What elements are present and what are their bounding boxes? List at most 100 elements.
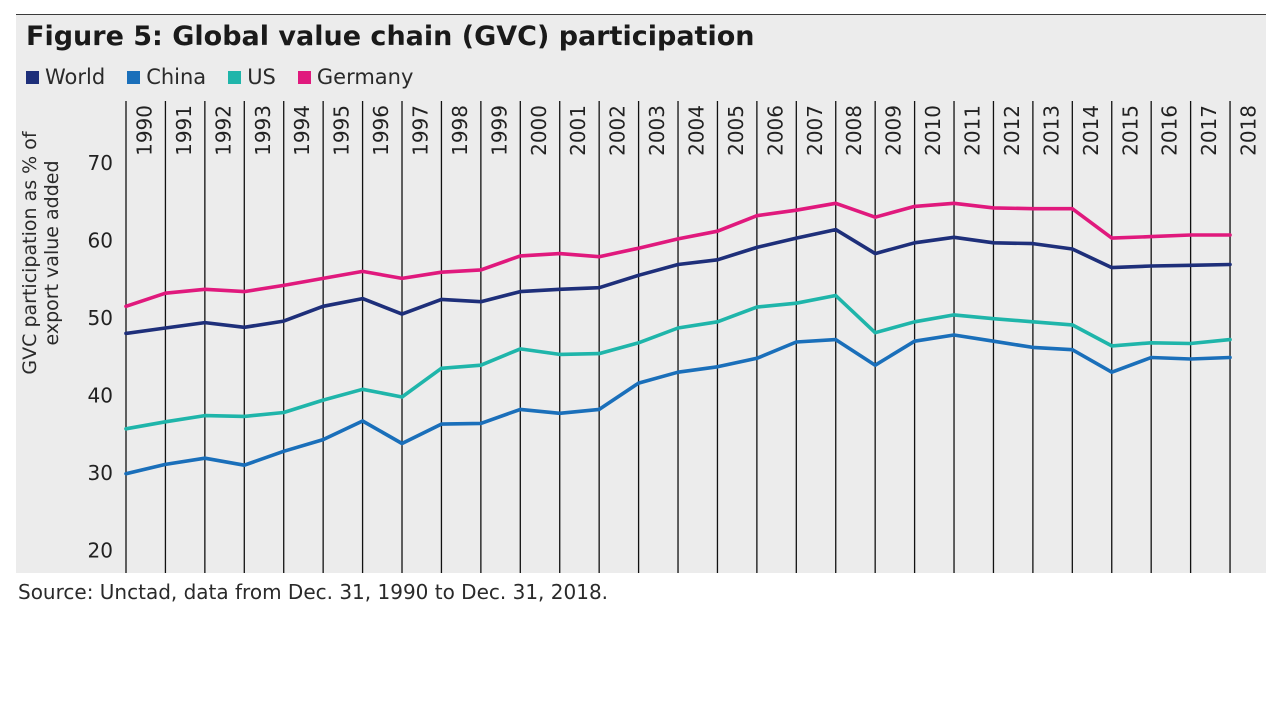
y-tick-label-70: 70	[88, 151, 113, 175]
data-point-world-1994	[282, 319, 286, 323]
legend-label-us: US	[247, 65, 276, 89]
data-point-germany-2000	[518, 254, 522, 258]
source-note: Source: Unctad, data from Dec. 31, 1990 …	[18, 580, 609, 604]
data-point-us-2006	[755, 305, 759, 309]
data-point-germany-2004	[676, 237, 680, 241]
data-point-world-2014	[1070, 247, 1074, 251]
x-tick-label-1996: 1996	[369, 105, 393, 156]
data-point-us-1991	[163, 420, 168, 424]
data-point-germany-2005	[715, 229, 720, 233]
data-point-us-1992	[203, 414, 207, 418]
data-point-us-1995	[321, 398, 325, 402]
data-point-germany-2014	[1070, 207, 1074, 211]
data-point-us-2018	[1228, 338, 1232, 342]
data-point-world-2007	[794, 236, 798, 240]
legend-swatch-us	[228, 70, 242, 84]
data-point-world-1992	[203, 321, 207, 325]
data-point-germany-2013	[1031, 207, 1035, 211]
x-tick-label-2002: 2002	[606, 105, 630, 156]
data-point-us-2015	[1110, 344, 1114, 348]
data-point-world-1993	[242, 325, 246, 329]
data-point-us-2003	[636, 341, 641, 345]
data-point-world-2017	[1189, 263, 1193, 267]
data-point-us-2005	[715, 320, 720, 324]
data-point-world-2011	[952, 235, 956, 239]
legend-swatch-germany	[297, 70, 311, 84]
x-tick-label-1993: 1993	[251, 105, 275, 156]
data-point-world-1991	[163, 326, 168, 330]
data-point-world-1998	[439, 297, 444, 301]
y-tick-label-60: 60	[88, 229, 113, 253]
x-tick-label-1995: 1995	[330, 105, 354, 156]
y-tick-label-50: 50	[88, 306, 113, 330]
y-tick-label-30: 30	[88, 461, 113, 485]
data-point-world-2008	[834, 228, 838, 232]
data-point-world-1996	[360, 296, 365, 301]
data-point-china-2012	[991, 339, 996, 343]
data-point-china-2003	[636, 381, 641, 385]
data-point-germany-2015	[1110, 236, 1114, 240]
data-point-germany-2002	[597, 255, 601, 259]
x-tick-label-1994: 1994	[290, 105, 314, 156]
data-point-us-2011	[952, 313, 956, 317]
data-point-us-2013	[1031, 320, 1035, 324]
x-tick-label-1992: 1992	[211, 105, 235, 156]
data-point-germany-1998	[439, 270, 444, 274]
x-tick-label-2016: 2016	[1158, 105, 1182, 156]
data-point-china-2014	[1070, 348, 1074, 352]
data-point-china-1998	[439, 422, 444, 426]
legend-swatch-world	[26, 70, 39, 84]
data-point-china-1999	[479, 421, 483, 425]
x-tick-label-2005: 2005	[724, 105, 748, 156]
data-point-us-2004	[676, 326, 680, 330]
data-point-world-2010	[913, 241, 917, 245]
data-point-world-2000	[518, 290, 522, 294]
data-point-china-2002	[597, 407, 601, 411]
legend-item-china: China	[127, 65, 206, 89]
x-tick-label-1991: 1991	[172, 105, 196, 156]
data-point-us-2014	[1070, 323, 1074, 327]
data-point-germany-2018	[1228, 233, 1232, 237]
plot-area: 1990 1991 1992 1993 1994 1995 1996 1997 1998 1999…	[88, 101, 1261, 573]
data-point-germany-1995	[321, 276, 325, 281]
data-point-germany-2012	[991, 206, 996, 210]
data-point-china-1995	[321, 438, 325, 442]
data-point-us-1990	[124, 427, 128, 431]
x-tick-label-2015: 2015	[1118, 105, 1142, 156]
data-point-germany-1990	[124, 304, 128, 308]
data-point-world-2012	[991, 241, 996, 245]
x-tick-label-2014: 2014	[1079, 105, 1103, 156]
data-point-us-2007	[794, 301, 798, 305]
data-point-world-2002	[597, 286, 601, 290]
y-tick-label-20: 20	[88, 539, 113, 563]
data-point-us-1997	[400, 395, 404, 399]
chart-title: Figure 5: Global value chain (GVC) parti…	[26, 21, 755, 52]
data-point-world-2016	[1149, 264, 1153, 268]
data-point-world-2013	[1031, 241, 1035, 246]
data-point-china-2010	[913, 339, 917, 343]
data-point-us-2000	[518, 347, 522, 351]
data-point-germany-2001	[558, 252, 562, 256]
data-point-china-2001	[558, 411, 562, 415]
data-point-world-2001	[558, 287, 562, 291]
x-tick-label-2001: 2001	[566, 105, 590, 156]
x-tick-label-2011: 2011	[961, 105, 985, 156]
data-point-world-2003	[636, 273, 641, 277]
x-tick-label-2017: 2017	[1197, 105, 1221, 156]
data-point-china-2005	[715, 365, 720, 369]
data-point-germany-1991	[163, 291, 168, 295]
data-point-china-1997	[400, 441, 404, 446]
x-tick-label-1998: 1998	[448, 105, 472, 156]
data-point-world-1999	[479, 300, 483, 304]
x-tick-label-1999: 1999	[487, 105, 511, 156]
data-point-world-1997	[400, 312, 404, 316]
legend-label-world: World	[45, 65, 106, 89]
x-tick-label-1990: 1990	[133, 105, 157, 156]
data-point-world-2005	[715, 258, 720, 262]
x-tick-label-2006: 2006	[763, 105, 787, 156]
data-point-china-2017	[1189, 357, 1193, 361]
x-tick-label-2004: 2004	[685, 105, 709, 156]
data-point-china-1994	[282, 449, 286, 453]
data-point-us-2002	[597, 352, 601, 356]
data-point-us-1998	[439, 366, 444, 370]
